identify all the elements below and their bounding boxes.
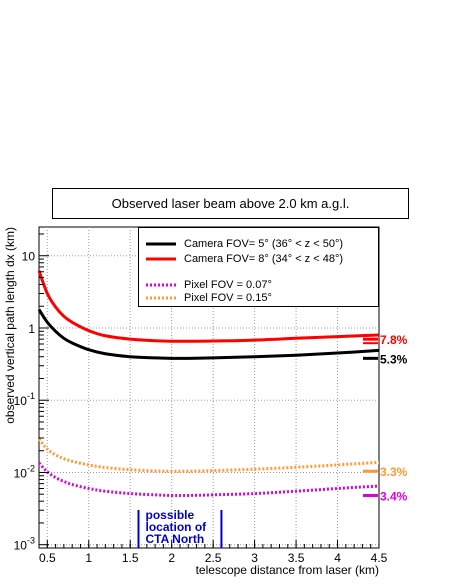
y-tick-label: 10-2 xyxy=(14,463,35,480)
marker-label: 3.3% xyxy=(380,465,408,479)
legend-label: Pixel FOV = 0.15° xyxy=(184,292,272,304)
legend-item-pixel-015: Pixel FOV = 0.15° xyxy=(139,291,272,305)
right-markers-group: 7.8% 5.3% 3.3% 3.4% xyxy=(363,333,408,503)
y-tick-label: 1 xyxy=(28,322,35,336)
marker-label: 5.3% xyxy=(380,352,408,366)
annotation-text: CTA North xyxy=(146,532,205,546)
y-tick-label: 10 xyxy=(22,250,36,264)
x-tick-label: 4.5 xyxy=(371,551,388,565)
annotation-text: location of xyxy=(146,520,208,534)
chart-title: Observed laser beam above 2.0 km a.g.l. xyxy=(52,188,409,219)
legend: Camera FOV= 5° (36° < z < 50°) Camera FO… xyxy=(138,227,379,307)
legend-swatch-orange xyxy=(146,296,176,300)
legend-label: Camera FOV= 8° (34° < z < 48°) xyxy=(184,253,344,265)
series-line-3 xyxy=(37,438,380,473)
y-tick-label: 10-3 xyxy=(14,536,35,553)
legend-label: Camera FOV= 5° (36° < z < 50°) xyxy=(184,238,344,250)
y-tick-label: 10-1 xyxy=(14,391,35,408)
x-axis-label: telescope distance from laser (km) xyxy=(196,563,379,577)
series-line-1 xyxy=(37,270,380,343)
marker-label: 3.4% xyxy=(380,489,408,503)
x-tick-label: 1 xyxy=(85,551,92,565)
legend-item-camera-8: Camera FOV= 8° (34° < z < 48°) xyxy=(139,252,343,266)
x-tick-label: 2 xyxy=(168,551,175,565)
y-axis-label: observed vertical path length dx (km) xyxy=(3,227,17,424)
series-group xyxy=(37,270,380,498)
series-line-2 xyxy=(37,462,380,498)
annotation-text: possible xyxy=(146,508,195,522)
x-tick-label: 0.5 xyxy=(39,551,56,565)
axes-group: 0.5 1 1.5 2 2.5 3 3.5 4 4.5 10-3 10-2 10-1 1 10 telesc… xyxy=(3,227,388,577)
x-tick-label: 2.5 xyxy=(205,551,222,565)
x-tick-label: 3 xyxy=(251,551,258,565)
marker-label: 7.8% xyxy=(380,333,408,347)
legend-swatch-black xyxy=(146,242,176,246)
legend-swatch-red xyxy=(146,257,176,261)
legend-item-pixel-007: Pixel FOV = 0.07° xyxy=(139,278,272,292)
x-tick-label: 1.5 xyxy=(122,551,139,565)
legend-swatch-magenta xyxy=(146,283,176,287)
series-line-0 xyxy=(37,308,380,360)
x-tick-label: 4 xyxy=(334,551,341,565)
x-tick-label: 3.5 xyxy=(288,551,305,565)
legend-item-camera-5: Camera FOV= 5° (36° < z < 50°) xyxy=(139,237,343,251)
legend-label: Pixel FOV = 0.07° xyxy=(184,279,272,291)
